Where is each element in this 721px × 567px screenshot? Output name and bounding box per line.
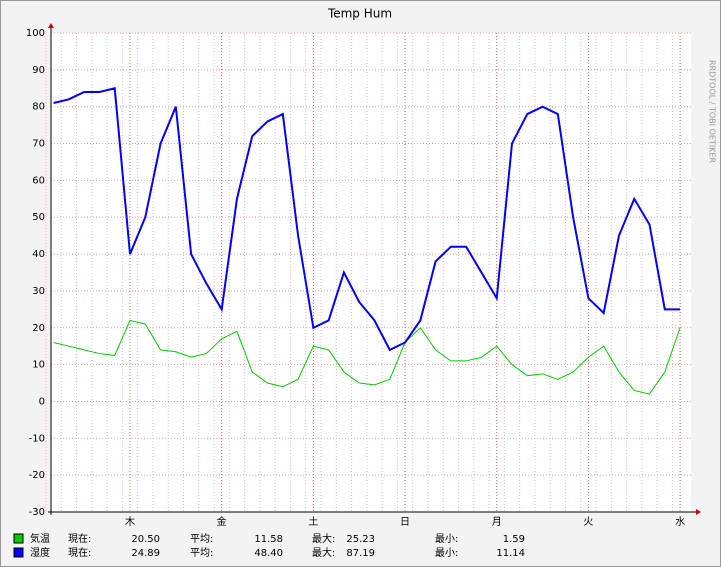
stat-label: 現在: (68, 547, 91, 559)
stat-value: 1.59 (503, 534, 525, 545)
y-arrow (48, 23, 54, 28)
stat-value: 11.14 (496, 548, 525, 559)
x-tick-label: 土 (308, 515, 318, 528)
stat-value: 20.50 (131, 534, 160, 545)
y-tick-label: 80 (32, 102, 45, 113)
x-arrow (696, 509, 701, 515)
stat-label: 最小: (435, 547, 458, 559)
line-series (53, 87, 681, 352)
x-tick-label: 火 (583, 516, 593, 528)
stat-value: 11.58 (254, 534, 283, 545)
x-tick-label: 金 (217, 515, 227, 528)
stat-value: 87.19 (346, 548, 375, 559)
y-tick-label: 0 (39, 396, 45, 407)
stat-label: 最小: (435, 533, 458, 545)
legend-label: 湿度 (30, 546, 50, 559)
x-tick-label: 木 (125, 516, 135, 528)
y-tick-label: -20 (29, 470, 45, 481)
x-tick-label: 水 (675, 516, 685, 528)
stat-value: 25.23 (346, 534, 375, 545)
y-tick-label: 50 (32, 212, 45, 223)
y-tick-label: 10 (32, 360, 45, 371)
y-tick-label: 40 (32, 249, 45, 260)
stat-label: 現在: (68, 533, 91, 545)
x-tick-label: 日 (400, 517, 410, 528)
y-tick-label: 20 (32, 323, 45, 334)
legend-label: 気温 (30, 532, 50, 545)
chart-title: Temp Hum (327, 7, 392, 21)
y-tick-label: 70 (32, 139, 45, 150)
watermark: RRDTOOL / TOBI OETIKER (708, 60, 717, 163)
legend-swatch (13, 533, 24, 544)
y-tick-label: -10 (29, 433, 45, 444)
plot-area (51, 33, 691, 512)
y-tick-label: 60 (32, 175, 45, 186)
line-series (53, 319, 681, 395)
y-tick-label: 100 (26, 28, 45, 39)
stat-value: 24.89 (131, 548, 160, 559)
stat-label: 最大: (312, 546, 335, 559)
stat-label: 平均: (190, 547, 213, 559)
legend-swatch (13, 547, 24, 558)
y-tick-label: 90 (32, 65, 45, 76)
y-tick-label: -30 (29, 507, 45, 518)
stat-value: 48.40 (254, 548, 283, 559)
y-tick-label: 30 (32, 286, 45, 297)
stat-label: 平均: (190, 533, 213, 545)
x-tick-label: 月 (492, 516, 502, 528)
stat-label: 最大: (312, 532, 335, 545)
